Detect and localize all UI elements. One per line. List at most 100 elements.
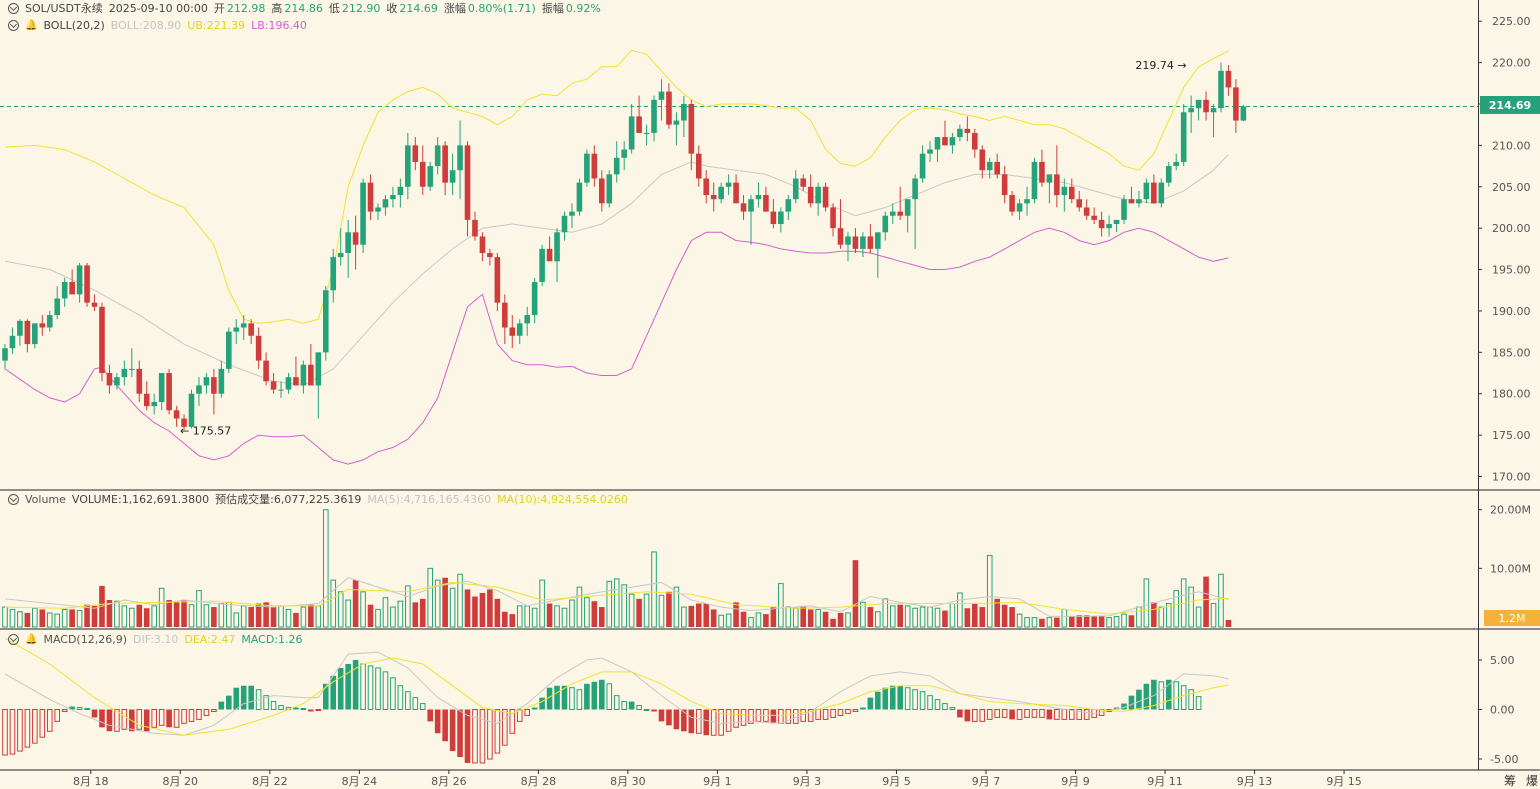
annotations: 219.74 → ← 175.57 — [180, 59, 1187, 438]
macd-legend: 🔔 MACD(12,26,9) DIF:3.10 DEA:2.47 MACD:1… — [8, 631, 309, 647]
volume-bar — [226, 601, 232, 628]
macd-bar — [1165, 679, 1172, 710]
volume-bar — [964, 608, 971, 627]
candle-body — [972, 132, 978, 150]
macd-bar — [770, 709, 777, 724]
volume-bar — [46, 612, 53, 628]
volume-bar — [785, 606, 792, 628]
macd-bar — [1195, 696, 1202, 711]
time-tick-label: 9月 7 — [972, 775, 1001, 788]
volume-bar — [763, 614, 769, 627]
macd-bar — [569, 687, 575, 710]
macd-bar — [509, 709, 516, 734]
candle-body — [1031, 161, 1038, 200]
collapse-chevron-icon[interactable] — [8, 633, 19, 645]
volume-bar — [158, 587, 165, 628]
volume-bar — [516, 605, 523, 628]
volume-bar — [1054, 617, 1060, 627]
candle-body — [1218, 70, 1224, 109]
macd-bar — [740, 709, 747, 726]
candle-body — [367, 182, 374, 212]
candle-body — [561, 215, 568, 233]
candle-body — [554, 232, 560, 262]
candle-body — [666, 91, 672, 125]
candle-body — [166, 373, 172, 411]
macd-bar — [681, 709, 687, 732]
macd-bar — [606, 683, 613, 711]
macd-bar — [121, 709, 128, 730]
macd-bar — [293, 707, 299, 710]
macd-bar — [419, 703, 426, 710]
volume-bar — [554, 605, 560, 628]
volume-bar — [882, 598, 889, 628]
volume-bar — [792, 607, 799, 628]
macd-bar — [248, 685, 254, 710]
volume-bar — [822, 611, 829, 627]
volume-bar — [942, 610, 948, 627]
candle-body — [1113, 219, 1120, 225]
liquidation-button[interactable]: 爆 — [1526, 774, 1539, 788]
macd-bar — [173, 709, 180, 728]
volume-bar — [1068, 616, 1075, 627]
chip-distribution-button[interactable]: 筹 — [1504, 774, 1517, 788]
candle-body — [487, 252, 493, 258]
time-tick-label: 9月 9 — [1061, 775, 1090, 788]
macd-bar — [651, 709, 657, 712]
candle-body — [949, 137, 956, 146]
boll-middle-band — [4, 154, 1229, 386]
volume-bar — [1195, 606, 1202, 628]
candle-body — [390, 195, 396, 200]
collapse-chevron-icon[interactable] — [8, 2, 19, 14]
collapse-chevron-icon[interactable] — [8, 493, 19, 505]
candle-body — [427, 166, 434, 187]
macd-bar — [613, 695, 620, 711]
macd-histogram — [2, 637, 1229, 764]
candle-body — [151, 401, 157, 407]
candle-body — [852, 236, 859, 249]
macd-bar — [1054, 709, 1060, 720]
bell-icon[interactable]: 🔔 — [25, 19, 38, 31]
time-tick-label: 8月 28 — [521, 775, 557, 788]
volume-bar — [681, 606, 687, 628]
price-tick-label: 195.00 — [1492, 264, 1531, 277]
macd-bar — [942, 703, 948, 710]
volume-bar — [815, 608, 821, 628]
volume-bar — [740, 611, 747, 627]
volume-bar — [322, 509, 329, 628]
candlestick-series — [2, 62, 1247, 431]
volume-ma5-line — [4, 577, 1229, 617]
volume-bar — [173, 602, 180, 627]
candle-body — [606, 174, 613, 204]
candle-body — [1024, 199, 1030, 204]
time-tick-label: 8月 26 — [431, 775, 467, 788]
macd-bar — [972, 709, 978, 722]
macd-bar — [822, 709, 829, 720]
amplitude-value: 0.92% — [565, 1, 601, 15]
macd-bar — [337, 667, 344, 710]
candle-body — [397, 186, 404, 196]
candle-body — [516, 323, 523, 336]
macd-bar — [919, 691, 926, 710]
macd-bar — [1016, 709, 1023, 720]
candle-body — [322, 290, 329, 353]
candle-body — [1091, 215, 1097, 220]
candle-body — [688, 103, 695, 154]
macd-bar — [1001, 709, 1008, 718]
macd-bar — [143, 709, 150, 732]
candle-body — [1076, 199, 1083, 208]
volume-bar — [673, 586, 680, 628]
macd-bar — [904, 687, 911, 710]
macd-bar — [703, 709, 710, 736]
low-value: 212.90 — [341, 1, 381, 15]
candle-body — [442, 145, 448, 183]
volume-bar — [143, 608, 150, 627]
open-value: 212.98 — [226, 1, 266, 15]
volume-bar — [569, 599, 575, 628]
volume-bar — [1031, 617, 1038, 628]
volume-bar — [904, 605, 911, 628]
collapse-chevron-icon[interactable] — [8, 19, 19, 31]
macd-bar — [621, 701, 627, 711]
bell-icon[interactable]: 🔔 — [25, 633, 38, 645]
candle-body — [628, 116, 635, 150]
